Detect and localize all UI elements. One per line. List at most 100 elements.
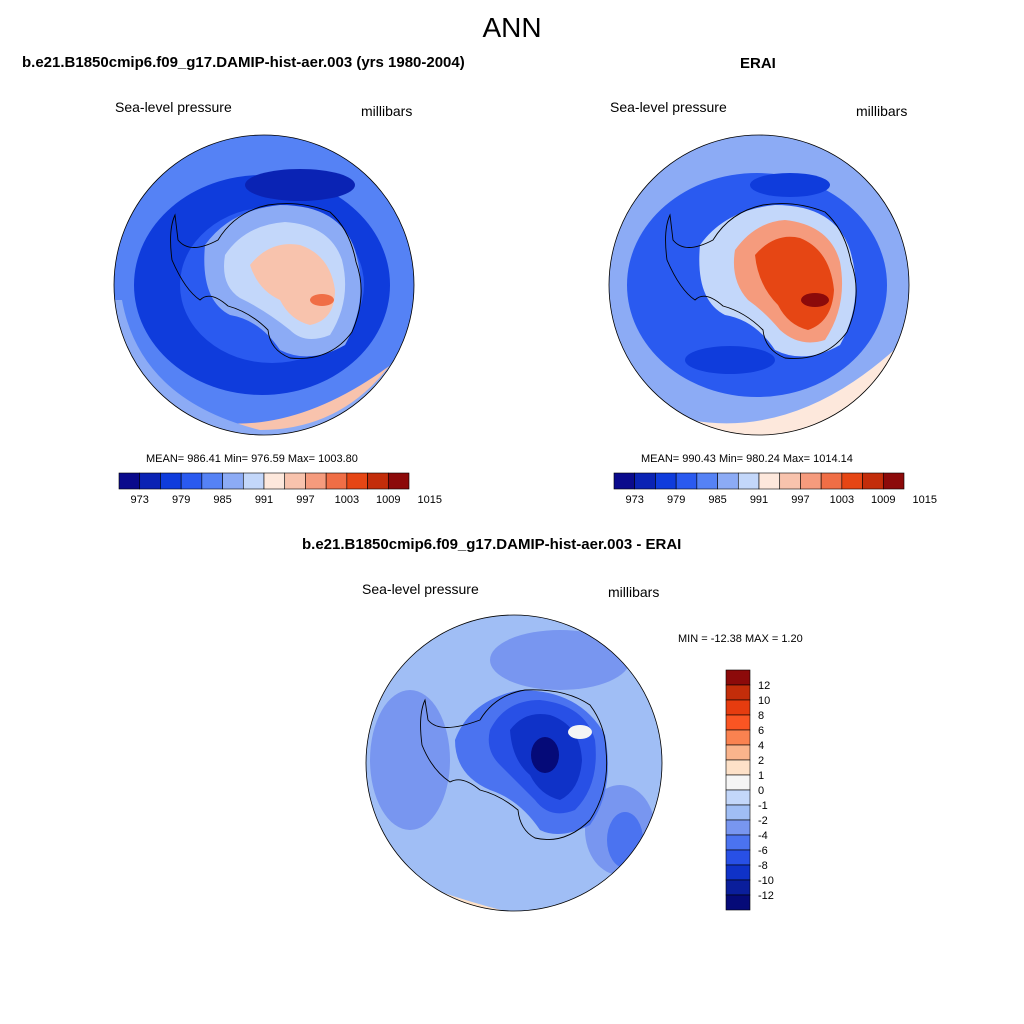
colorbar-swatch (725, 774, 751, 791)
colorbar-swatch (139, 472, 161, 490)
colorbar-swatch (725, 684, 751, 701)
panel-model-variable-label: Sea-level pressure (115, 99, 232, 115)
colorbar-swatch (367, 472, 389, 490)
colorbar-tick-label: 997 (296, 494, 314, 506)
colorbar-swatch (305, 472, 327, 490)
colorbar-swatch (675, 472, 698, 490)
colorbar-tick-label: 985 (708, 494, 726, 506)
colorbar-swatch (201, 472, 223, 490)
panel-obs-title: ERAI (740, 55, 776, 72)
colorbar-tick-label: -8 (758, 860, 768, 872)
colorbar-swatch (725, 714, 751, 731)
colorbar-tick-label: 6 (758, 725, 764, 737)
panel-diff-units-label: millibars (608, 584, 660, 600)
map-model (114, 135, 414, 435)
panel-model-stats: MEAN= 986.41 Min= 976.59 Max= 1003.80 (146, 453, 358, 465)
colorbar-swatch (222, 472, 244, 490)
fill-plateau-peak (310, 294, 334, 306)
colorbar-swatch (634, 472, 656, 490)
colorbar-swatch (284, 472, 306, 490)
panel-obs-units-label: millibars (856, 103, 908, 119)
colorbar-tick-label: 1009 (871, 494, 895, 506)
colorbar-tick-label: 1003 (335, 494, 359, 506)
fill-neg-n (490, 630, 630, 690)
colorbar-swatch (725, 834, 751, 851)
fill-plateau (250, 244, 335, 325)
colorbar-tick-label: 12 (758, 680, 770, 692)
colorbar-swatch (725, 849, 751, 866)
colorbar-tick-label: 8 (758, 710, 764, 722)
panel-obs-stats: MEAN= 990.43 Min= 980.24 Max= 1014.14 (641, 453, 853, 465)
fill-rim-band (114, 300, 414, 435)
fill-continent-core (531, 737, 559, 773)
colorbar-swatch (725, 879, 751, 896)
colorbar-tick-label: -2 (758, 815, 768, 827)
colorbar-tick-label: -12 (758, 890, 774, 902)
colorbar-swatch (725, 729, 751, 746)
panel-model-title: b.e21.B1850cmip6.f09_g17.DAMIP-hist-aer.… (22, 54, 465, 71)
fill-low-core-n (750, 173, 830, 197)
colorbar-swatch (725, 819, 751, 836)
colorbar-swatch (346, 472, 368, 490)
colorbar-tick-label: 1 (758, 770, 764, 782)
colorbar-tick-label: 1015 (912, 494, 936, 506)
colorbar-swatch (118, 472, 141, 490)
colorbar-swatch (841, 472, 863, 490)
fill-low-core-n (245, 169, 355, 201)
colorbar-swatch (160, 472, 182, 490)
colorbar-swatch (725, 864, 751, 881)
colorbar-swatch (613, 472, 636, 490)
colorbar-tick-label: 1003 (830, 494, 854, 506)
fill-near-zero (568, 725, 592, 739)
colorbar-tick-label: -10 (758, 875, 774, 887)
colorbar-swatch (263, 472, 286, 490)
colorbar-tick-label: -4 (758, 830, 768, 842)
colorbar-tick-label: 2 (758, 755, 764, 767)
colorbar-tick-label: 973 (626, 494, 644, 506)
colorbar-swatch (717, 472, 739, 490)
colorbar-tick-label: -1 (758, 800, 768, 812)
colorbar-swatch (725, 894, 751, 911)
fill-low-core-s (685, 346, 775, 374)
colorbar-swatch (725, 789, 751, 806)
colorbar-swatch (820, 472, 843, 490)
colorbar-swatch (696, 472, 718, 490)
colorbar-tick-label: 991 (750, 494, 768, 506)
colorbar-swatch (725, 759, 751, 776)
colorbar-swatch (180, 472, 203, 490)
colorbar-swatch (725, 699, 751, 716)
panel-diff-variable-label: Sea-level pressure (362, 581, 479, 597)
colorbar-tick-label: 4 (758, 740, 764, 752)
colorbar-swatch (758, 472, 781, 490)
fill-neg-w (370, 690, 450, 830)
colorbar-swatch (325, 472, 348, 490)
colorbar-tick-label: 1015 (417, 494, 441, 506)
colorbar-swatch (737, 472, 760, 490)
colorbar-tick-label: -6 (758, 845, 768, 857)
map-obs (609, 135, 909, 435)
fill-neg-e-core (607, 812, 643, 868)
coastline-model (170, 203, 362, 359)
fill-plateau-peak (801, 293, 829, 307)
colorbar-swatch (655, 472, 677, 490)
coastline-obs (665, 203, 857, 359)
colorbar-tick-label: 997 (791, 494, 809, 506)
map-diff (366, 615, 662, 911)
colorbar-tick-label: 979 (172, 494, 190, 506)
panel-diff-title: b.e21.B1850cmip6.f09_g17.DAMIP-hist-aer.… (302, 536, 682, 553)
colorbar-swatch (882, 472, 905, 490)
panel-obs-variable-label: Sea-level pressure (610, 99, 727, 115)
panel-model-units-label: millibars (361, 103, 413, 119)
colorbar-tick-label: 985 (213, 494, 231, 506)
colorbar-swatch (387, 472, 410, 490)
colorbar-tick-label: 973 (131, 494, 149, 506)
colorbar-swatch (242, 472, 265, 490)
colorbar-tick-label: 0 (758, 785, 764, 797)
colorbar-swatch (779, 472, 801, 490)
colorbar-tick-label: 1009 (376, 494, 400, 506)
colorbar-swatch (725, 804, 751, 821)
panel-diff-stats: MIN = -12.38 MAX = 1.20 (678, 633, 803, 645)
colorbar-swatch (725, 669, 751, 686)
